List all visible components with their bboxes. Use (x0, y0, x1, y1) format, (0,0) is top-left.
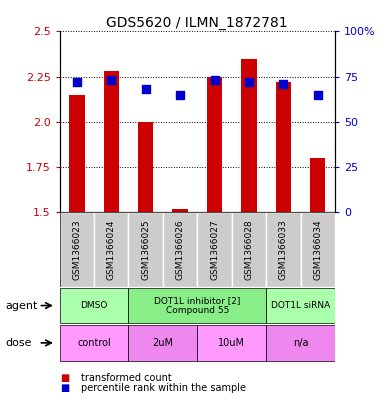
Text: GSM1366033: GSM1366033 (279, 219, 288, 280)
Bar (266, 288, 335, 323)
Text: GSM1366028: GSM1366028 (244, 219, 253, 280)
Bar (172, 209, 188, 212)
Text: GSM1366024: GSM1366024 (107, 219, 116, 280)
Text: dose: dose (6, 338, 32, 348)
Text: transformed count: transformed count (81, 373, 172, 383)
Bar (94, 212, 129, 287)
Point (142, 86, 149, 92)
Bar (232, 212, 266, 287)
Text: GSM1366026: GSM1366026 (176, 219, 185, 280)
Text: ■: ■ (60, 373, 69, 383)
Bar (69, 95, 85, 212)
Bar (129, 212, 163, 287)
Bar (266, 325, 335, 361)
Point (177, 92, 183, 98)
Text: GSM1366023: GSM1366023 (72, 219, 81, 280)
Bar (276, 82, 291, 212)
Bar (129, 288, 266, 323)
Bar (104, 71, 119, 212)
Point (246, 79, 252, 85)
Text: percentile rank within the sample: percentile rank within the sample (81, 383, 246, 393)
Bar (301, 212, 335, 287)
Text: n/a: n/a (293, 338, 308, 348)
Text: GSM1366027: GSM1366027 (210, 219, 219, 280)
Point (74, 79, 80, 85)
Bar (60, 212, 94, 287)
Bar (207, 77, 222, 212)
Bar (60, 288, 129, 323)
Text: DMSO: DMSO (80, 301, 108, 310)
Point (280, 81, 286, 87)
Point (315, 92, 321, 98)
Bar (241, 59, 257, 212)
Text: 2uM: 2uM (152, 338, 173, 348)
Bar (310, 158, 325, 212)
Text: ■: ■ (60, 383, 69, 393)
Point (108, 77, 114, 83)
Text: GSM1366034: GSM1366034 (313, 219, 322, 280)
Text: 10uM: 10uM (218, 338, 245, 348)
Point (211, 77, 218, 83)
Text: GSM1366025: GSM1366025 (141, 219, 150, 280)
Text: agent: agent (6, 301, 38, 310)
Bar (266, 212, 301, 287)
Bar (197, 212, 232, 287)
Text: control: control (77, 338, 111, 348)
Bar (129, 325, 197, 361)
Bar (138, 122, 154, 212)
Title: GDS5620 / ILMN_1872781: GDS5620 / ILMN_1872781 (107, 17, 288, 30)
Bar (60, 325, 129, 361)
Text: DOT1L inhibitor [2]
Compound 55: DOT1L inhibitor [2] Compound 55 (154, 296, 241, 315)
Bar (197, 325, 266, 361)
Bar (163, 212, 197, 287)
Text: DOT1L siRNA: DOT1L siRNA (271, 301, 330, 310)
